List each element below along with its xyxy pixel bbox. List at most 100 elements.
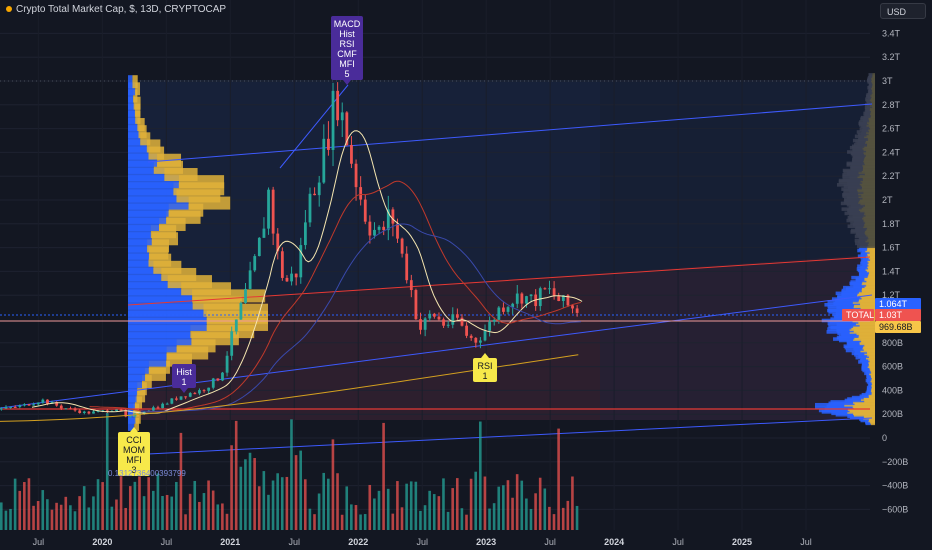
candle-body [92,411,95,414]
volume-bar [465,514,468,530]
resistance-line [127,256,871,306]
volume-bar [368,484,372,530]
vp-right-bar [866,93,871,97]
x-tick-label: 2022 [348,537,368,547]
candle-body [488,321,492,331]
candle-body [474,337,478,343]
candle-body [165,403,169,405]
candle-body [345,112,349,146]
vp-right-bar [851,275,865,280]
y-tick-label: 3.2T [882,52,901,62]
candle-body [557,296,561,302]
volume-bar [400,507,404,530]
vp-left-bar [136,389,146,403]
x-tick-label: Jul [544,537,556,547]
volume-bar [414,481,418,530]
volume-bar [110,506,114,530]
volume-bar [207,480,210,530]
vp-right-bar [861,392,869,397]
candle-body [179,396,183,400]
vp-left-bar [137,382,147,396]
candle-body [511,303,515,308]
volume-bar [32,505,35,530]
candle-body [465,325,468,336]
annotation-value: 0.1312736400393799 [108,469,186,478]
candle-body [409,280,413,291]
volume-bar [538,477,542,530]
volume-bar [552,514,556,530]
candle-body [202,390,206,392]
vp-left-bar [134,396,143,410]
vp-left-bar [128,103,135,117]
candle-body [280,251,284,278]
vp-left-bar [128,396,135,410]
volume-bar [267,494,270,530]
signal-rsi-bg [473,358,497,382]
volume-bar [9,508,12,530]
vp-left-bar [133,89,138,103]
candle-body [285,277,289,282]
vp-left-bar [128,382,138,396]
candle-body [234,319,238,332]
price-badges: 1.064T TOTAL 1.03T 969.68B [842,298,921,333]
candle-body [396,223,399,239]
candle-body [552,288,556,297]
volume-bar [308,508,312,530]
volume-profile-left [128,75,268,431]
candle-body [175,398,178,400]
vp-right-bar [845,348,861,353]
volume-bar [133,481,137,530]
candle-body [391,209,395,224]
candle-body [87,411,91,414]
volume-bar [442,478,445,530]
y-tick-label: 2.6T [882,124,901,134]
y-tick-label: −400B [882,481,908,491]
volume-bar [41,490,45,530]
volume-bar [483,476,487,530]
signal-hist-arrow [180,388,188,393]
candle-body [538,288,542,307]
vp-left-bar [128,389,137,403]
volume-bar [373,498,376,530]
volume-bar [566,500,570,530]
candle-body [520,293,524,304]
signal-top-line: RSI [339,39,354,49]
vp-left-bar [134,103,141,117]
candle-body [419,319,422,330]
candle-body [336,90,340,121]
signal-rsi-line: RSI [477,361,492,371]
volume-bar [432,494,436,530]
vp-left-bar [128,125,139,139]
y-tick-label: 3.4T [882,28,901,38]
candle-body [271,189,275,234]
candle-body [151,407,155,411]
volume-bar [36,501,40,530]
volume-bar [455,478,459,530]
volume-bars [0,412,579,530]
volume-bar [225,513,229,530]
volume-bar [543,488,547,530]
candle-body [373,229,376,236]
volume-bar [271,480,275,530]
candle-body [497,307,501,320]
signal-top-arrow [343,80,351,85]
candle-body [193,393,197,395]
vp-left-bar [128,417,135,431]
volume-bar [419,510,422,530]
candle-body [382,226,386,231]
candle-body [105,410,109,412]
volume-bar [322,472,326,530]
volume-bar [396,481,399,530]
signal-hist-line: 1 [181,377,186,387]
candle-body [455,314,459,318]
volume-bar [128,486,132,530]
volume-bar [451,488,454,530]
volume-bar [520,480,524,530]
ema-fast-line [31,130,583,414]
vp-right-bar [856,130,867,134]
candle-body [119,409,123,411]
volume-bar [4,510,8,530]
candle-body [479,340,482,343]
currency-selector[interactable]: USD [880,3,926,19]
